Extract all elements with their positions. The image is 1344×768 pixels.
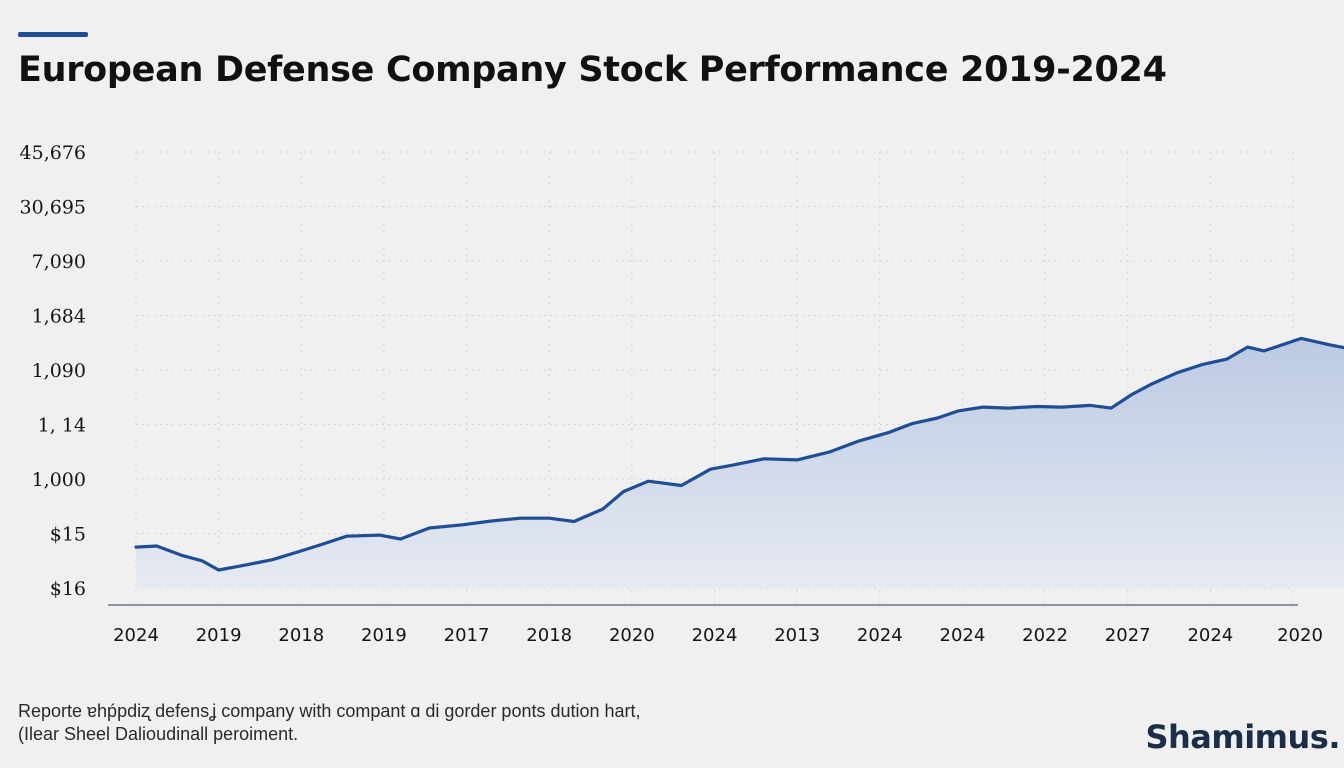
x-tick-label: 2024 bbox=[692, 625, 738, 646]
x-tick-label: 2018 bbox=[526, 625, 572, 646]
y-tick-label: 1,000 bbox=[32, 469, 86, 491]
y-tick-label: $15 bbox=[50, 524, 86, 546]
x-tick-label: 2024 bbox=[1187, 625, 1233, 646]
x-tick-label: 2027 bbox=[1105, 625, 1151, 646]
y-tick-label: 30,695 bbox=[20, 197, 86, 219]
x-tick-label: 2020 bbox=[1277, 625, 1323, 646]
title-accent-bar bbox=[18, 32, 88, 37]
x-tick-label: 2024 bbox=[940, 625, 986, 646]
y-tick-label: 7,090 bbox=[32, 251, 86, 273]
y-tick-label: 1,090 bbox=[32, 360, 86, 382]
chart-caption: Reporte ɐhṕpdiʐ defensʝ company with com… bbox=[18, 700, 641, 746]
x-axis-tick-labels: 2024 2019 2018 2019 2017 2018 2020 2024 2013 2024… bbox=[113, 625, 1323, 646]
caption-line-1: Reporte ɐhṕpdiʐ defensʝ company with com… bbox=[18, 701, 641, 721]
caption-line-2: (Ilear Sheel Dalioudinall peroiment. bbox=[18, 724, 299, 744]
y-tick-label: 45,676 bbox=[20, 142, 86, 164]
x-tick-label: 2017 bbox=[444, 625, 490, 646]
y-tick-label: 1, 14 bbox=[38, 415, 86, 437]
series-line bbox=[134, 336, 1344, 572]
x-tick-label: 2022 bbox=[1022, 625, 1068, 646]
x-tick-label: 2013 bbox=[774, 625, 820, 646]
y-tick-label: $16 bbox=[50, 578, 86, 600]
y-axis-tick-labels: 45,676 30,695 7,090 1,684 1,090 1, 14 1,000 $15… bbox=[20, 142, 86, 600]
x-tick-label: 2024 bbox=[113, 625, 159, 646]
page-title: European Defense Company Stock Performan… bbox=[18, 50, 1167, 90]
x-tick-label: 2019 bbox=[196, 625, 242, 646]
brand-logo-text: Shamimus. bbox=[1145, 718, 1340, 756]
x-tick-label: 2024 bbox=[857, 625, 903, 646]
x-tick-label: 2018 bbox=[278, 625, 324, 646]
y-tick-label: 1,684 bbox=[32, 306, 86, 328]
series-area-fill bbox=[136, 338, 1344, 588]
x-tick-label: 2019 bbox=[361, 625, 407, 646]
x-tick-label: 2020 bbox=[609, 625, 655, 646]
